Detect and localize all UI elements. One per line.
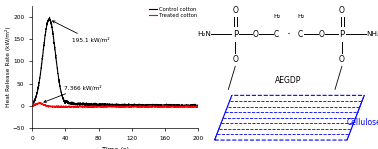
Text: 195.1 kW/m²: 195.1 kW/m²: [53, 21, 110, 43]
Text: C: C: [298, 30, 303, 39]
Text: O: O: [253, 30, 259, 39]
Text: O: O: [318, 30, 324, 39]
Text: NH₂: NH₂: [366, 31, 378, 37]
X-axis label: Time (s): Time (s): [102, 146, 129, 149]
Treated cotton: [191, 106, 196, 108]
Legend: Control cotton, Treated cotton: Control cotton, Treated cotton: [149, 7, 197, 18]
Control cotton: [194, 107, 198, 108]
Text: C: C: [274, 30, 279, 39]
Control cotton: [191, 105, 196, 107]
Line: Treated cotton: Treated cotton: [32, 103, 198, 107]
Treated cotton: [161, 106, 166, 107]
Text: O: O: [232, 6, 238, 15]
Treated cotton: [111, 106, 115, 108]
Treated cotton: [38, 102, 42, 104]
Text: H₂: H₂: [273, 14, 280, 19]
Text: O: O: [232, 55, 238, 64]
Control cotton: [111, 104, 115, 106]
Text: P: P: [339, 30, 344, 39]
Control cotton: [38, 71, 43, 73]
Line: Control cotton: Control cotton: [32, 17, 198, 107]
Control cotton: [47, 16, 52, 18]
Control cotton: [191, 105, 196, 107]
Text: ·: ·: [287, 28, 291, 41]
Treated cotton: [30, 105, 34, 106]
Text: Cellulose: Cellulose: [347, 118, 378, 127]
Control cotton: [107, 104, 111, 105]
Treated cotton: [196, 106, 201, 108]
Control cotton: [196, 105, 201, 107]
Text: AEGDP: AEGDP: [276, 76, 302, 85]
Treated cotton: [39, 103, 43, 105]
Treated cotton: [107, 105, 111, 107]
Text: H₂N: H₂N: [197, 31, 211, 37]
Y-axis label: Heat Release Rate (kW/m²): Heat Release Rate (kW/m²): [5, 27, 11, 107]
Text: P: P: [233, 30, 238, 39]
Control cotton: [161, 105, 166, 107]
Text: O: O: [339, 55, 345, 64]
Text: H₂: H₂: [297, 14, 304, 19]
Text: 7.366 kW/m²: 7.366 kW/m²: [44, 84, 101, 102]
Treated cotton: [122, 107, 126, 108]
Control cotton: [30, 105, 34, 107]
Treated cotton: [192, 106, 196, 107]
Text: O: O: [339, 6, 345, 15]
